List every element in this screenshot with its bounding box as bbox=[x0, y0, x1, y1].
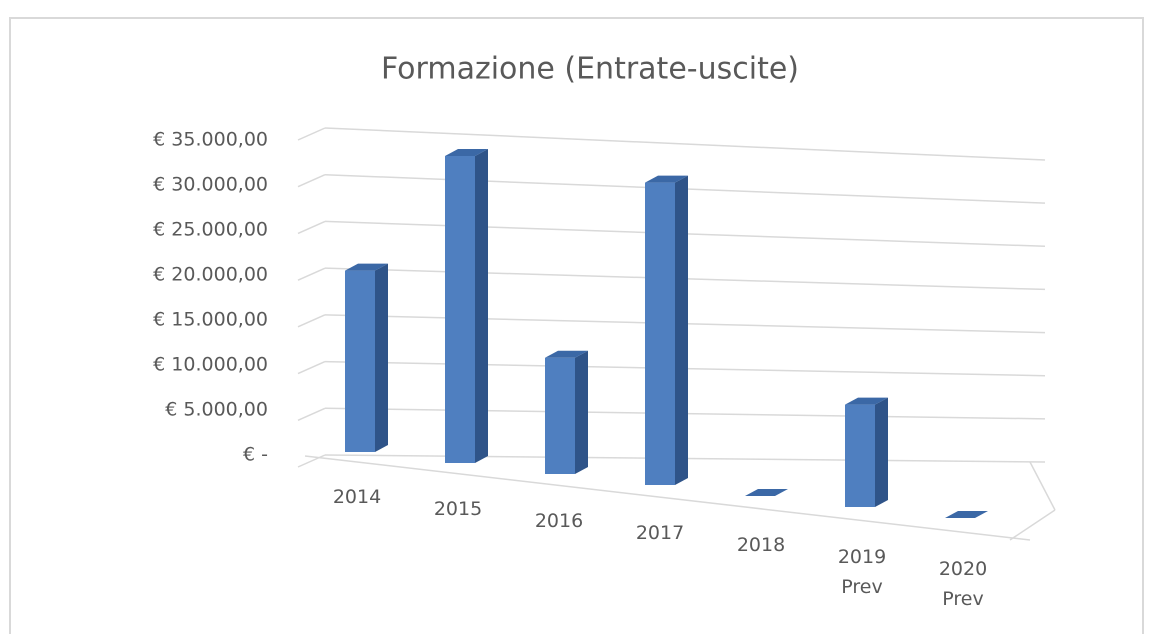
y-tick-label: € 15.000,00 bbox=[153, 309, 268, 331]
chart-title: Formazione (Entrate-uscite) bbox=[381, 52, 799, 87]
x-tick-label: 2020 Prev bbox=[938, 558, 988, 610]
bar-front bbox=[345, 270, 375, 452]
bar bbox=[745, 489, 788, 496]
grid-line-side bbox=[297, 127, 326, 141]
x-tick-label: 2018 bbox=[736, 534, 786, 556]
grid-line-side bbox=[297, 314, 326, 328]
grid-line-side bbox=[297, 454, 326, 468]
bar-top bbox=[445, 149, 488, 156]
bar bbox=[345, 263, 388, 452]
y-tick-label: € 35.000,00 bbox=[153, 129, 268, 151]
x-tick-label: 2019 Prev bbox=[837, 546, 887, 598]
floor-edge bbox=[304, 455, 1031, 541]
x-tick-label: 2014 bbox=[332, 486, 382, 508]
bar-side bbox=[675, 175, 688, 485]
x-tick-label: 2016 bbox=[534, 510, 584, 532]
floor-edge bbox=[1029, 461, 1056, 511]
bar-top bbox=[745, 489, 788, 496]
bar-top bbox=[645, 175, 688, 183]
bar-side bbox=[575, 350, 588, 474]
grid-line-side bbox=[297, 407, 326, 421]
bar-front bbox=[545, 357, 575, 474]
bar bbox=[545, 350, 588, 474]
y-tick-label: € 25.000,00 bbox=[153, 219, 268, 241]
bar-top bbox=[845, 397, 888, 405]
bar-side bbox=[875, 397, 888, 507]
bar bbox=[945, 511, 988, 518]
y-tick-label: € 20.000,00 bbox=[153, 264, 268, 286]
grid-line-side bbox=[297, 360, 326, 375]
bar bbox=[845, 397, 888, 507]
bar bbox=[645, 175, 688, 485]
bar-top bbox=[945, 511, 988, 518]
bar-top bbox=[345, 263, 388, 271]
bar-side bbox=[475, 149, 488, 463]
bar-top bbox=[545, 350, 588, 358]
bar-front bbox=[645, 182, 675, 485]
bar-front bbox=[445, 156, 475, 463]
grid-line-side bbox=[297, 267, 326, 281]
y-tick-label: € 10.000,00 bbox=[153, 354, 268, 376]
bar-front bbox=[845, 404, 875, 507]
bar-side bbox=[375, 263, 388, 452]
x-tick-label: 2017 bbox=[635, 522, 685, 544]
grid-line bbox=[324, 127, 1046, 161]
bar bbox=[445, 149, 488, 463]
x-tick-label: 2015 bbox=[433, 498, 483, 520]
y-tick-label: € - bbox=[243, 444, 268, 466]
grid-line-side bbox=[297, 174, 326, 188]
y-tick-label: € 5.000,00 bbox=[165, 399, 268, 421]
y-tick-label: € 30.000,00 bbox=[153, 174, 268, 196]
grid-line-side bbox=[297, 220, 326, 235]
floor-edge bbox=[1009, 509, 1056, 541]
